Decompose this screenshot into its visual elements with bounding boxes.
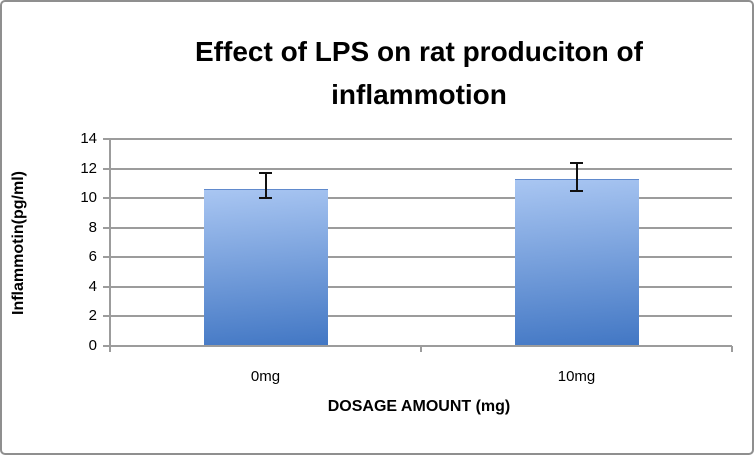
y-tick-label-0: 0 — [88, 336, 97, 354]
y-axis-title: Inflammotin(pg/ml) — [10, 171, 27, 315]
chart-title-line-2: inflammotion — [331, 79, 507, 110]
gridline-y-8 — [110, 226, 732, 229]
error-bar-cap-top-10mg — [570, 161, 583, 164]
y-axis-tick-12 — [103, 167, 110, 170]
y-tick-label-4: 4 — [88, 277, 97, 295]
x-axis-title: DOSAGE AMOUNT (mg) — [327, 398, 511, 415]
y-tick-label-2: 2 — [88, 307, 97, 324]
y-tick-label-10: 10 — [80, 189, 97, 206]
gridline-y-10 — [110, 197, 732, 199]
chart-title: Effect of LPS on rat produciton of infla… — [108, 30, 730, 116]
error-bar-cap-bottom-10mg — [570, 189, 583, 192]
error-bar-cap-top-0mg — [259, 171, 272, 174]
y-tick-label-8: 8 — [88, 218, 97, 236]
gridline-y-4 — [110, 285, 732, 288]
y-axis-tick-10 — [103, 197, 110, 199]
x-axis-tick-0 — [420, 345, 422, 352]
y-axis-line — [109, 139, 111, 352]
bar-0mg — [203, 189, 328, 346]
y-axis-tick-0 — [103, 344, 110, 347]
x-axis-tick-1 — [731, 345, 733, 352]
y-tick-label-6: 6 — [88, 248, 97, 265]
error-bar-line-10mg — [575, 162, 578, 191]
gridline-y-2 — [110, 315, 732, 317]
y-axis-tick-8 — [103, 226, 110, 229]
y-axis-tick-14 — [103, 138, 110, 140]
y-axis-tick-4 — [103, 285, 110, 288]
bar-10mg — [514, 178, 639, 346]
error-bar-line-0mg — [264, 172, 267, 198]
gridline-y-12 — [110, 167, 732, 170]
gridline-y-14 — [110, 138, 732, 140]
x-tick-label-10mg: 10mg — [557, 368, 596, 385]
chart-title-line-1: Effect of LPS on rat produciton of — [195, 36, 643, 67]
x-tick-label-0mg: 0mg — [250, 368, 281, 385]
y-axis-tick-6 — [103, 256, 110, 258]
y-tick-label-12: 12 — [80, 159, 97, 177]
y-tick-label-14: 14 — [80, 130, 97, 147]
y-axis-tick-2 — [103, 315, 110, 317]
gridline-y-6 — [110, 256, 732, 258]
error-bar-cap-bottom-0mg — [259, 197, 272, 199]
